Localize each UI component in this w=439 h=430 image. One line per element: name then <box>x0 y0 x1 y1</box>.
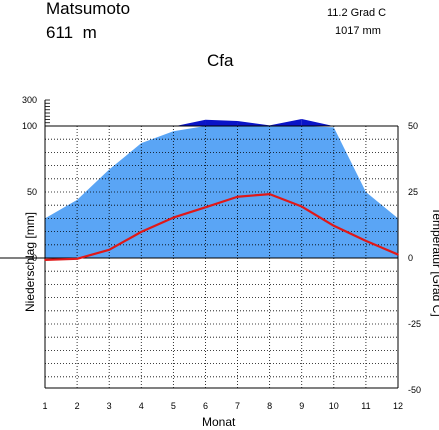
annual-mean-temperature: 11.2 Grad C <box>327 7 387 19</box>
left-tick-label: 300 <box>22 95 37 105</box>
right-tick-label: 25 <box>408 187 418 197</box>
temperature-point <box>333 224 335 227</box>
right-tick-label: -50 <box>408 385 421 395</box>
x-tick-label: 2 <box>75 401 80 411</box>
temperature-point <box>108 249 110 251</box>
station-name: Matsumoto <box>46 0 131 18</box>
precipitation-excess-segment <box>205 119 238 126</box>
temperature-point <box>365 240 367 242</box>
left-tick-label: 0 <box>32 253 37 263</box>
temperature-point <box>300 205 303 208</box>
left-tick-label: 100 <box>22 121 37 131</box>
x-tick-label: 11 <box>361 401 370 411</box>
x-axis-title: Monat <box>202 415 236 429</box>
x-tick-label: 12 <box>393 401 403 411</box>
left-axis-title: Niederschlag [mm] <box>23 211 37 313</box>
x-tick-label: 9 <box>299 401 304 411</box>
temperature-point <box>44 259 46 261</box>
temperature-point <box>140 231 143 233</box>
right-tick-label: 50 <box>408 121 418 131</box>
grid-layer <box>44 99 399 388</box>
x-tick-label: 4 <box>139 401 144 411</box>
precipitation-excess-segment <box>237 121 270 126</box>
temperature-point <box>397 253 399 256</box>
x-tick-label: 1 <box>42 401 47 411</box>
right-axis-title: Temperatur [Grad C] <box>430 207 439 317</box>
temperature-point <box>268 193 271 195</box>
x-tick-label: 6 <box>203 401 208 411</box>
climate-classification: Cfa <box>207 51 234 70</box>
elevation-unit: m <box>82 23 97 42</box>
x-tick-label: 3 <box>107 401 112 411</box>
right-tick-label: -25 <box>408 319 421 329</box>
left-tick-label: 50 <box>27 187 37 197</box>
x-tick-label: 10 <box>329 401 339 411</box>
temperature-point <box>236 195 239 198</box>
precipitation-excess-segment <box>301 118 334 126</box>
precipitation-area <box>45 126 398 258</box>
elevation-value: 611 <box>46 23 74 42</box>
temperature-point <box>204 206 207 209</box>
temperature-point <box>172 216 175 219</box>
x-tick-label: 7 <box>235 401 240 411</box>
precipitation-excess-segment <box>175 119 206 126</box>
temperature-line-layer <box>44 193 399 261</box>
right-tick-label: 0 <box>408 253 413 263</box>
station-elevation: 611 m <box>46 24 97 41</box>
annual-precipitation: 1017 mm <box>335 25 381 37</box>
precipitation-area-layer <box>45 118 398 258</box>
precipitation-excess-segment <box>269 118 302 126</box>
temperature-point <box>76 257 78 260</box>
x-tick-label: 5 <box>171 401 176 411</box>
frame-layer <box>0 100 399 389</box>
temperature-line <box>44 193 399 261</box>
x-tick-label: 8 <box>267 401 272 411</box>
